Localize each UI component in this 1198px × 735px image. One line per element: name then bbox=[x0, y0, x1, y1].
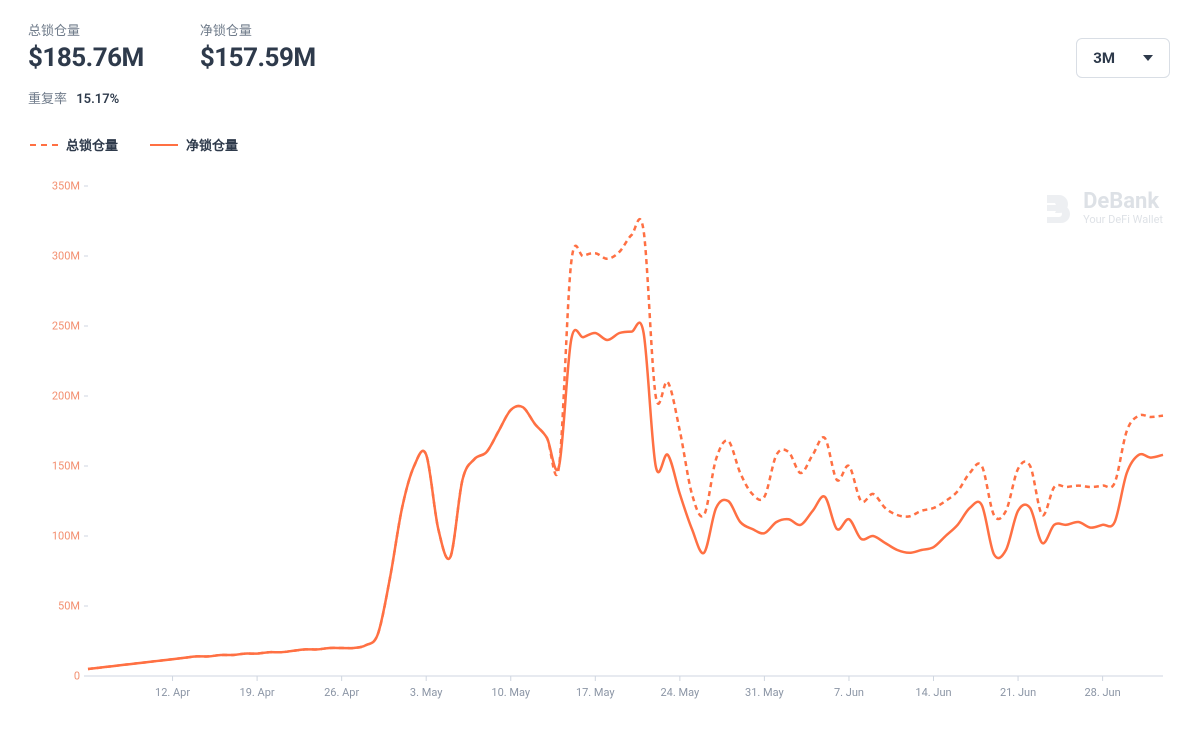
y-axis-label: 0 bbox=[40, 670, 80, 683]
x-axis-label: 3. May bbox=[410, 686, 443, 699]
x-axis-label: 10. May bbox=[491, 686, 530, 699]
metric-tvl: 总锁仓量 $185.76M bbox=[28, 20, 144, 73]
x-axis-label: 24. May bbox=[660, 686, 699, 699]
y-axis-label: 100M bbox=[40, 530, 80, 543]
legend-item-net[interactable]: 净锁仓量 bbox=[150, 135, 238, 154]
metrics-group: 总锁仓量 $185.76M 净锁仓量 $157.59M bbox=[28, 20, 316, 73]
legend-item-total[interactable]: 总锁仓量 bbox=[30, 135, 118, 154]
chart-area: DeBank Your DeFi Wallet 050M100M150M200M… bbox=[28, 166, 1173, 706]
legend: 总锁仓量 净锁仓量 bbox=[0, 107, 1198, 154]
x-axis-label: 26. Apr bbox=[324, 686, 359, 699]
metric-net-label: 净锁仓量 bbox=[200, 20, 316, 39]
legend-swatch-solid bbox=[150, 144, 178, 146]
x-axis-label: 14. Jun bbox=[915, 686, 951, 699]
y-axis-label: 50M bbox=[40, 600, 80, 613]
x-axis-label: 31. May bbox=[745, 686, 784, 699]
x-axis-label: 12. Apr bbox=[155, 686, 190, 699]
legend-label-total: 总锁仓量 bbox=[66, 135, 118, 154]
x-axis-label: 17. May bbox=[576, 686, 615, 699]
x-axis-label: 7. Jun bbox=[834, 686, 864, 699]
y-axis-label: 250M bbox=[40, 320, 80, 333]
rate-value: 15.17% bbox=[76, 92, 119, 107]
legend-swatch-dashed bbox=[30, 144, 58, 146]
chart-svg bbox=[28, 166, 1173, 706]
range-select-value: 3M bbox=[1093, 49, 1115, 67]
header: 总锁仓量 $185.76M 净锁仓量 $157.59M 3M bbox=[0, 0, 1198, 78]
y-axis-label: 300M bbox=[40, 250, 80, 263]
metric-net: 净锁仓量 $157.59M bbox=[200, 20, 316, 73]
metric-tvl-label: 总锁仓量 bbox=[28, 20, 144, 39]
y-axis-label: 350M bbox=[40, 180, 80, 193]
series-net-line bbox=[88, 323, 1163, 669]
rate-row: 重复率 15.17% bbox=[0, 88, 1198, 107]
y-axis-label: 200M bbox=[40, 390, 80, 403]
metric-tvl-value: $185.76M bbox=[28, 43, 144, 73]
metric-net-value: $157.59M bbox=[200, 43, 316, 73]
series-total-line bbox=[88, 219, 1163, 669]
rate-label: 重复率 bbox=[28, 92, 67, 107]
chevron-down-icon bbox=[1143, 55, 1153, 61]
legend-label-net: 净锁仓量 bbox=[186, 135, 238, 154]
x-axis-label: 28. Jun bbox=[1084, 686, 1120, 699]
range-select[interactable]: 3M bbox=[1076, 38, 1170, 78]
x-axis-label: 21. Jun bbox=[1000, 686, 1036, 699]
x-axis-label: 19. Apr bbox=[240, 686, 275, 699]
y-axis-label: 150M bbox=[40, 460, 80, 473]
